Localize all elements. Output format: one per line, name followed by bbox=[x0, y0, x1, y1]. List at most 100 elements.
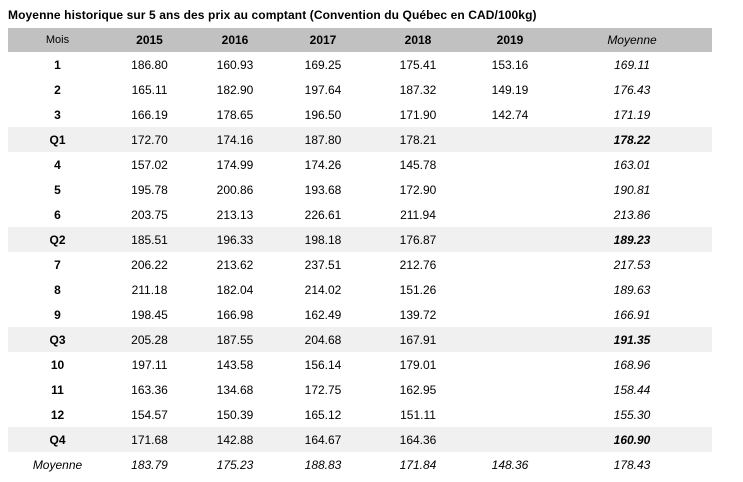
row-label: 3 bbox=[54, 107, 61, 122]
cell-11-2019 bbox=[468, 377, 552, 402]
cell-11-2015: 163.36 bbox=[131, 382, 168, 397]
cell-9-2015: 198.45 bbox=[131, 307, 168, 322]
cell-8-moyenne: 189.63 bbox=[613, 282, 651, 297]
row-label: 7 bbox=[54, 257, 61, 272]
row-label: 4 bbox=[54, 157, 61, 172]
cell-9-2019 bbox=[468, 302, 552, 327]
row-label: 10 bbox=[50, 357, 65, 372]
cell-3-2019: 142.74 bbox=[491, 107, 529, 122]
cell-q1-moyenne: 178.22 bbox=[613, 132, 651, 147]
cell-q4-2016: 142.88 bbox=[216, 432, 254, 447]
cell-8-2018: 151.26 bbox=[399, 282, 437, 297]
cell-6-moyenne: 213.86 bbox=[613, 207, 651, 222]
cell-4-2015: 157.02 bbox=[131, 157, 168, 172]
column-header-2015: 2015 bbox=[107, 28, 192, 52]
table-row-moyenne: Moyenne 183.79 175.23 188.83 171.84 148.36 178… bbox=[8, 452, 712, 477]
table-row-11: 11 163.36 134.68 172.75 162.95 158.44 bbox=[8, 377, 712, 402]
cell-10-moyenne: 168.96 bbox=[613, 357, 651, 372]
cell-moyenne-2016: 175.23 bbox=[216, 457, 254, 472]
cell-10-2018: 179.01 bbox=[399, 357, 437, 372]
table-row-1: 1 186.80 160.93 169.25 175.41 153.16 169.11 bbox=[8, 52, 712, 77]
row-label: 2 bbox=[54, 82, 61, 97]
cell-4-2018: 145.78 bbox=[399, 157, 437, 172]
cell-1-2016: 160.93 bbox=[216, 57, 254, 72]
cell-q2-2019 bbox=[468, 227, 552, 252]
cell-q2-moyenne: 189.23 bbox=[613, 232, 651, 247]
row-label: 9 bbox=[54, 307, 61, 322]
cell-moyenne-2015: 183.79 bbox=[131, 457, 168, 472]
cell-4-2016: 174.99 bbox=[216, 157, 254, 172]
cell-4-moyenne: 163.01 bbox=[613, 157, 651, 172]
cell-2-2019: 149.19 bbox=[491, 82, 529, 97]
cell-11-2016: 134.68 bbox=[216, 382, 254, 397]
cell-8-2017: 214.02 bbox=[304, 282, 342, 297]
cell-q2-2017: 198.18 bbox=[304, 232, 342, 247]
column-header-2019: 2019 bbox=[468, 28, 552, 52]
cell-12-moyenne: 155.30 bbox=[613, 407, 651, 422]
cell-q1-2016: 174.16 bbox=[216, 132, 254, 147]
cell-2-2015: 165.11 bbox=[131, 82, 168, 97]
cell-1-2019: 153.16 bbox=[491, 57, 529, 72]
cell-q2-2018: 176.87 bbox=[399, 232, 437, 247]
cell-7-2019 bbox=[468, 252, 552, 277]
cell-11-2017: 172.75 bbox=[304, 382, 342, 397]
cell-q4-2015: 171.68 bbox=[131, 432, 168, 447]
cell-1-moyenne: 169.11 bbox=[614, 57, 650, 72]
cell-7-2018: 212.76 bbox=[399, 257, 437, 272]
cell-6-2015: 203.75 bbox=[131, 207, 168, 222]
row-label: 11 bbox=[51, 382, 64, 397]
column-header-2017: 2017 bbox=[278, 28, 368, 52]
cell-9-2017: 162.49 bbox=[304, 307, 342, 322]
table-header-row: Mois 2015 2016 2017 2018 2019 Moyenne bbox=[8, 28, 712, 52]
cell-q3-moyenne: 191.35 bbox=[613, 332, 651, 347]
cell-5-2018: 172.90 bbox=[399, 182, 437, 197]
table-row-9: 9 198.45 166.98 162.49 139.72 166.91 bbox=[8, 302, 712, 327]
cell-5-2016: 200.86 bbox=[216, 182, 254, 197]
cell-9-2018: 139.72 bbox=[399, 307, 437, 322]
row-label: Moyenne bbox=[32, 457, 83, 472]
cell-4-2017: 174.26 bbox=[304, 157, 342, 172]
cell-2-2016: 182.90 bbox=[216, 82, 254, 97]
price-table: Mois 2015 2016 2017 2018 2019 Moyenne 1 186.80 1… bbox=[8, 28, 712, 477]
cell-7-2016: 213.62 bbox=[216, 257, 254, 272]
table-row-q4: Q4 171.68 142.88 164.67 164.36 160.90 bbox=[8, 427, 712, 452]
cell-9-2016: 166.98 bbox=[216, 307, 254, 322]
cell-6-2016: 213.13 bbox=[216, 207, 254, 222]
table-row-6: 6 203.75 213.13 226.61 211.94 213.86 bbox=[8, 202, 712, 227]
cell-6-2017: 226.61 bbox=[304, 207, 342, 222]
table-row-q2: Q2 185.51 196.33 198.18 176.87 189.23 bbox=[8, 227, 712, 252]
row-label: 8 bbox=[54, 282, 61, 297]
row-label: 5 bbox=[54, 182, 61, 197]
cell-moyenne-2019: 148.36 bbox=[491, 457, 529, 472]
table-row-2: 2 165.11 182.90 197.64 187.32 149.19 176.43 bbox=[8, 77, 712, 102]
cell-q4-2017: 164.67 bbox=[304, 432, 342, 447]
column-header-mois: Mois bbox=[8, 28, 107, 52]
cell-2-2017: 197.64 bbox=[304, 82, 342, 97]
cell-5-2017: 193.68 bbox=[304, 182, 342, 197]
cell-q2-2016: 196.33 bbox=[216, 232, 254, 247]
page-title: Moyenne historique sur 5 ans des prix au… bbox=[8, 8, 537, 22]
cell-12-2017: 165.12 bbox=[304, 407, 342, 422]
cell-q1-2019 bbox=[468, 127, 552, 152]
cell-4-2019 bbox=[468, 152, 552, 177]
cell-q4-2018: 164.36 bbox=[399, 432, 437, 447]
cell-q3-2019 bbox=[468, 327, 552, 352]
cell-10-2019 bbox=[468, 352, 552, 377]
cell-moyenne-moyenne: 178.43 bbox=[613, 457, 651, 472]
cell-q2-2015: 185.51 bbox=[131, 232, 168, 247]
cell-6-2018: 211.94 bbox=[400, 207, 436, 222]
cell-1-2018: 175.41 bbox=[399, 57, 437, 72]
cell-q1-2018: 178.21 bbox=[399, 132, 437, 147]
row-label: Q4 bbox=[49, 432, 66, 447]
column-header-2016: 2016 bbox=[192, 28, 278, 52]
cell-6-2019 bbox=[468, 202, 552, 227]
table-row-8: 8 211.18 182.04 214.02 151.26 189.63 bbox=[8, 277, 712, 302]
cell-8-2019 bbox=[468, 277, 552, 302]
cell-1-2017: 169.25 bbox=[304, 57, 342, 72]
table-row-7: 7 206.22 213.62 237.51 212.76 217.53 bbox=[8, 252, 712, 277]
cell-11-2018: 162.95 bbox=[399, 382, 437, 397]
cell-3-2015: 166.19 bbox=[131, 107, 168, 122]
cell-1-2015: 186.80 bbox=[131, 57, 168, 72]
cell-3-moyenne: 171.19 bbox=[613, 107, 651, 122]
